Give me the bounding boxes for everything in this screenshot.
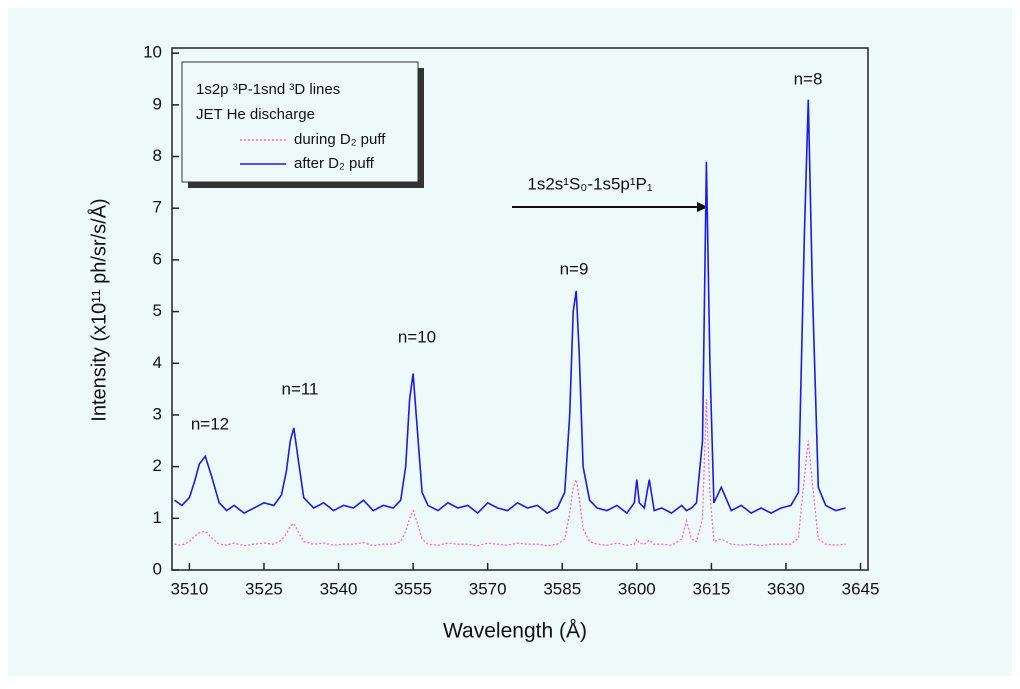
annotation: n=9: [560, 259, 589, 278]
annotation: n=8: [794, 69, 823, 88]
legend-title: JET He discharge: [196, 106, 315, 123]
x-tick-label: 3540: [320, 579, 358, 598]
legend-label: during D₂ puff: [294, 131, 386, 148]
y-tick-label: 10: [143, 43, 162, 62]
x-tick-label: 3525: [245, 579, 283, 598]
annotation: n=11: [281, 379, 318, 398]
panel: [8, 8, 1012, 676]
series-line: [174, 99, 846, 515]
legend-title: 1s2p ³P-1snd ³D lines: [196, 81, 340, 98]
x-tick-label: 3630: [767, 579, 805, 598]
y-tick-label: 0: [153, 559, 162, 578]
y-tick-label: 9: [153, 94, 162, 113]
y-tick-label: 3: [153, 404, 162, 423]
annotation: 1s2s¹S₀-1s5p¹P₁: [527, 174, 652, 193]
x-tick-label: 3645: [842, 579, 880, 598]
y-axis-label: Intensity (x10¹¹ ph/sr/s/Å): [87, 198, 110, 421]
x-tick-label: 3585: [543, 579, 581, 598]
plot-frame: [171, 47, 869, 571]
y-tick-label: 5: [153, 301, 162, 320]
y-tick-label: 7: [153, 198, 162, 217]
annotation: n=10: [398, 327, 436, 346]
arrow-head: [697, 202, 708, 212]
x-tick-label: 3600: [618, 579, 656, 598]
y-tick-label: 8: [153, 146, 162, 165]
y-tick-label: 2: [153, 456, 162, 475]
legend-label: after D₂ puff: [294, 155, 375, 172]
y-tick-label: 6: [153, 249, 162, 268]
x-axis-label: Wavelength (Å): [443, 620, 587, 643]
annotation: n=12: [191, 414, 229, 433]
series-line: [174, 399, 846, 547]
x-tick-label: 3510: [170, 579, 208, 598]
x-tick-label: 3555: [394, 579, 432, 598]
y-tick-label: 4: [153, 353, 162, 372]
x-tick-label: 3615: [692, 579, 730, 598]
y-tick-label: 1: [153, 508, 162, 527]
x-tick-label: 3570: [469, 579, 507, 598]
legend-box: [181, 61, 419, 183]
